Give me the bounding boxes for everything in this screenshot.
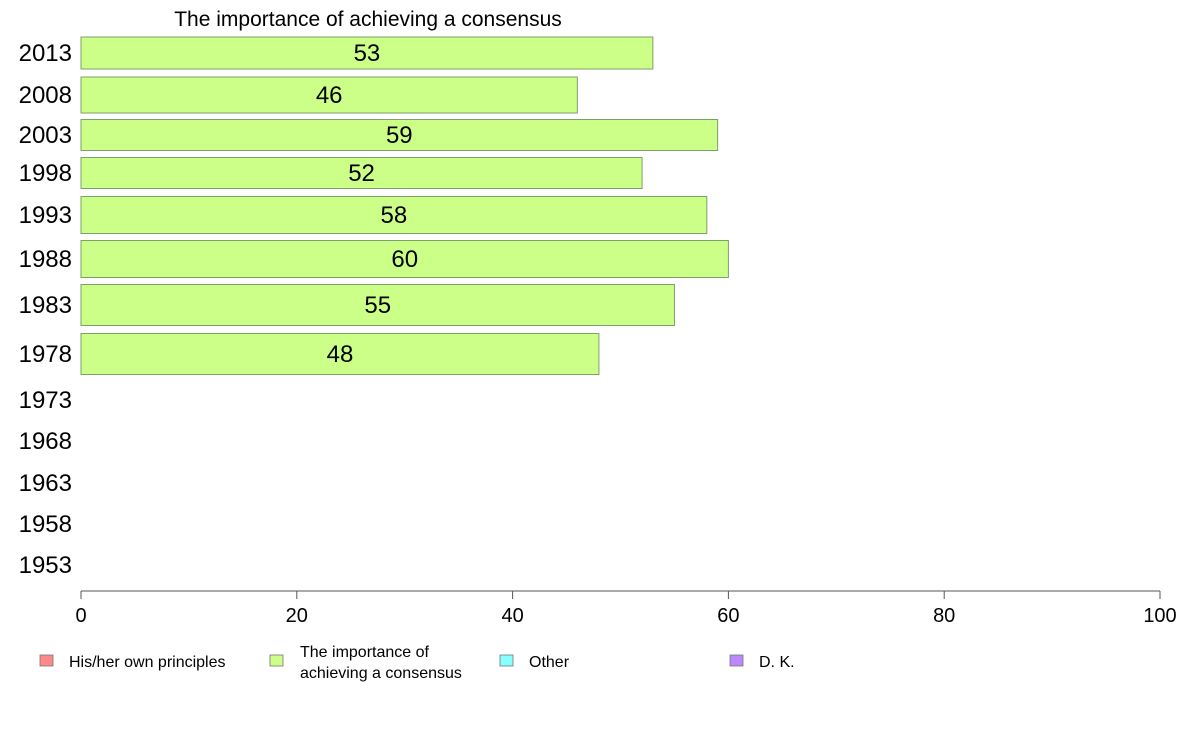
year-label: 1978 <box>19 341 72 368</box>
bar <box>80 240 729 278</box>
bar-value-label: 60 <box>391 246 418 273</box>
bar-value-label: 53 <box>354 40 381 67</box>
x-axis: 0 20 40 60 80 100 <box>75 590 1177 627</box>
legend-label: His/her own principles <box>69 654 226 671</box>
legend-label: achieving a consensus <box>300 665 462 682</box>
bar <box>80 284 675 326</box>
year-label: 1963 <box>19 470 72 497</box>
legend-swatch <box>729 654 744 667</box>
bar-value-label: 48 <box>327 341 354 368</box>
bar <box>80 157 643 189</box>
bar-value-label: 46 <box>316 82 343 109</box>
x-tick-label: 20 <box>286 605 308 627</box>
year-labels: 2013 2008 2003 1998 1993 1988 1983 1978 1973 1968… <box>19 40 72 579</box>
x-tick-label: 40 <box>501 605 523 627</box>
chart-title: The importance of achieving a consensus <box>174 8 562 31</box>
legend-swatch <box>499 654 514 667</box>
year-label: 2008 <box>19 82 72 109</box>
x-tick-label: 0 <box>75 605 86 627</box>
x-tick-label: 60 <box>717 605 739 627</box>
bar-value-label: 58 <box>381 202 408 229</box>
bar-value-label: 59 <box>386 122 413 149</box>
year-label: 1993 <box>19 202 72 229</box>
x-tick-label: 80 <box>933 605 955 627</box>
year-label: 1968 <box>19 428 72 455</box>
year-label: 2013 <box>19 40 72 67</box>
bar <box>80 119 719 151</box>
year-label: 1998 <box>19 160 72 187</box>
bar-value-label: 55 <box>364 292 391 319</box>
bar <box>80 196 708 234</box>
bar <box>80 333 600 375</box>
year-label: 1958 <box>19 511 72 538</box>
year-label: 1983 <box>19 292 72 319</box>
year-label: 2003 <box>19 122 72 149</box>
legend-label: The importance of <box>300 644 430 661</box>
legend: His/her own principles The importance of a… <box>39 644 795 682</box>
bar <box>80 76 578 114</box>
x-tick-label: 100 <box>1143 605 1176 627</box>
bar-value-label: 52 <box>348 160 375 187</box>
year-label: 1988 <box>19 246 72 273</box>
legend-swatch <box>39 654 54 667</box>
bar <box>80 36 654 70</box>
year-label: 1953 <box>19 552 72 579</box>
legend-label: D. K. <box>759 654 795 671</box>
year-label: 1973 <box>19 387 72 414</box>
legend-swatch <box>269 654 284 667</box>
legend-label: Other <box>529 654 570 671</box>
